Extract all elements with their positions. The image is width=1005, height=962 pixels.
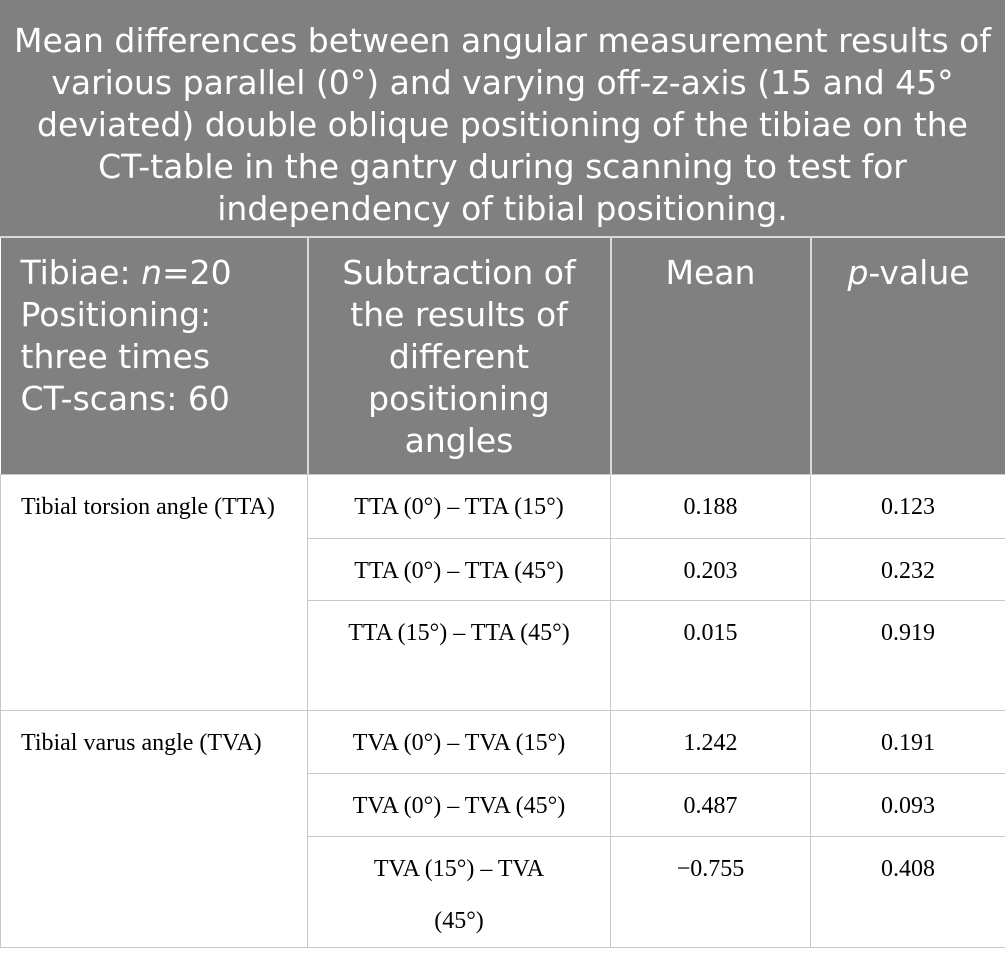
header-line: the results of — [319, 294, 600, 336]
header-text: the results of — [350, 295, 568, 334]
header-text: positioning — [368, 379, 550, 418]
comparison: TVA (0°) – TVA (45°) — [307, 773, 611, 837]
header-line: CT-scans: 60 — [21, 378, 297, 420]
mean: 0.015 — [610, 600, 811, 711]
table: Tibiae: n=20 Positioning: three times CT-sc… — [0, 238, 1005, 948]
p-value: 0.123 — [810, 474, 1005, 539]
comparison: TVA (15°) – TVA (45°) — [307, 836, 611, 948]
group-label: Tibial torsion angle (TTA) — [0, 474, 308, 711]
header-text: CT-scans: 60 — [20, 379, 230, 418]
table-row: Tibial torsion angle (TTA) TTA (0°) – TTA… — [0, 474, 1005, 711]
header-text: three times — [20, 337, 211, 376]
p-value: 0.408 — [810, 836, 1005, 948]
p-value: 0.191 — [810, 710, 1005, 774]
header-row: Tibiae: n=20 Positioning: three times CT-sc… — [0, 238, 1005, 475]
header-text: Subtraction of — [342, 253, 576, 292]
group-label: Tibial varus angle (TVA) — [0, 710, 308, 948]
comparison: TTA (0°) – TTA (45°) — [307, 538, 611, 601]
header-line: different — [319, 336, 600, 378]
header-line: Tibiae: n=20 — [21, 252, 297, 294]
header-cell: Subtraction of the results of different pos… — [306, 238, 611, 475]
mean: −0.755 — [610, 836, 811, 948]
p-value: 0.232 — [810, 538, 1005, 601]
table-title: Mean differences between angular measure… — [0, 0, 1005, 238]
header-line: positioning — [319, 378, 600, 420]
header-text: -value — [868, 253, 970, 292]
table-body: Tibial torsion angle (TTA) TTA (0°) – TTA… — [0, 474, 1005, 948]
header-text: =20 — [161, 253, 232, 292]
mean: 1.242 — [610, 710, 811, 774]
table-row: TTA (0°) – TTA (45°) 0.203 0.232 — [1, 538, 1005, 601]
comparison: TTA (15°) – TTA (45°) — [307, 600, 611, 711]
header-text: n — [141, 253, 162, 292]
header-text: Tibiae: — [20, 253, 142, 292]
header-text: p — [847, 253, 869, 292]
mean: 0.188 — [610, 474, 811, 539]
comparison: TVA (0°) – TVA (15°) — [307, 710, 611, 774]
header-line: p-value — [822, 252, 996, 294]
header-line: three times — [21, 336, 297, 378]
header-cell: p-value — [809, 238, 1005, 475]
comparison: TTA (0°) – TTA (15°) — [307, 474, 611, 539]
table-row: TVA (15°) – TVA (45°) −0.755 0.408 — [1, 836, 1005, 948]
header-text: angles — [404, 421, 514, 460]
header-line: angles — [319, 420, 600, 462]
header-cell: Tibiae: n=20 Positioning: three times CT-sc… — [0, 238, 308, 475]
header-line: Mean — [622, 252, 800, 294]
header-line: Positioning: — [21, 294, 297, 336]
header-text: Positioning: — [20, 295, 212, 334]
table-row: Tibial varus angle (TVA) TVA (0°) – TVA (… — [0, 710, 1005, 948]
p-value: 0.919 — [810, 600, 1005, 711]
p-value: 0.093 — [810, 773, 1005, 837]
header-cell: Mean — [609, 238, 811, 475]
mean: 0.487 — [610, 773, 811, 837]
header-text: different — [388, 337, 530, 376]
mean: 0.203 — [610, 538, 811, 601]
header-line: Subtraction of — [319, 252, 600, 294]
header-text: Mean — [665, 253, 756, 292]
